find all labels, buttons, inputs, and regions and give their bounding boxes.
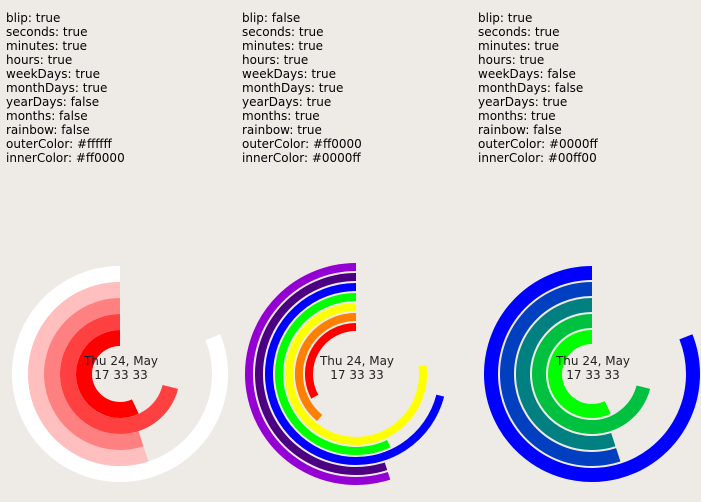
property-row: hours: true — [478, 53, 545, 67]
property-row: hours: true — [242, 53, 309, 67]
clock-time: 17 33 33 — [566, 368, 620, 382]
clock-readout: Thu 24, May 17 33 33 — [543, 354, 643, 382]
clock-time: 17 33 33 — [94, 368, 148, 382]
property-row: innerColor: #0000ff — [242, 151, 361, 165]
property-row: months: true — [242, 109, 320, 123]
property-row: rainbow: true — [242, 123, 322, 137]
property-row: seconds: true — [242, 25, 324, 39]
ring-yearDays — [548, 330, 611, 418]
arc-clock — [12, 266, 228, 482]
property-row: outerColor: #0000ff — [478, 137, 598, 151]
clock-time: 17 33 33 — [330, 368, 384, 382]
property-row: outerColor: #ff0000 — [242, 137, 362, 151]
ring-minutes — [255, 273, 388, 475]
arc-clock — [484, 266, 700, 482]
property-row: innerColor: #00ff00 — [478, 151, 597, 165]
property-row: innerColor: #ff0000 — [6, 151, 125, 165]
property-list: blip: true seconds: true minutes: true h… — [6, 11, 125, 165]
property-row: blip: true — [6, 11, 61, 25]
property-row: months: true — [478, 109, 556, 123]
property-row: months: false — [6, 109, 88, 123]
property-row: minutes: true — [242, 39, 324, 53]
ring-seconds — [500, 282, 621, 466]
ring-yearDays — [295, 313, 357, 421]
arc-clock — [245, 263, 445, 485]
ring-seconds — [28, 282, 149, 466]
ring-minutes — [44, 298, 144, 450]
property-row: rainbow: false — [6, 123, 90, 137]
ring-weekDays — [275, 293, 391, 455]
property-row: hours: true — [6, 53, 73, 67]
ring-weekDays — [76, 330, 139, 418]
clock-panel-3: blip: true seconds: true minutes: true h… — [472, 0, 701, 502]
property-row: weekDays: true — [242, 67, 336, 81]
clock-readout: Thu 24, May 17 33 33 — [307, 354, 407, 382]
property-row: outerColor: #ffffff — [6, 137, 112, 151]
property-row: weekDays: true — [6, 67, 100, 81]
property-list: blip: false seconds: true minutes: true … — [242, 11, 362, 165]
ring-minutes — [516, 298, 616, 450]
ring-hours — [532, 314, 651, 434]
property-row: blip: false — [242, 11, 301, 25]
property-row: yearDays: true — [478, 95, 568, 109]
clock-readout: Thu 24, May 17 33 33 — [71, 354, 171, 382]
ring-seconds — [245, 263, 391, 485]
clock-panel-2: blip: false seconds: true minutes: true … — [236, 0, 472, 502]
property-row: seconds: true — [6, 25, 88, 39]
property-row: monthDays: false — [478, 81, 584, 95]
property-row: rainbow: false — [478, 123, 562, 137]
property-row: monthDays: true — [242, 81, 344, 95]
property-list: blip: true seconds: true minutes: true h… — [478, 11, 598, 165]
ring-hours — [265, 283, 445, 465]
property-row: monthDays: true — [6, 81, 108, 95]
property-row: minutes: true — [478, 39, 560, 53]
property-row: minutes: true — [6, 39, 88, 53]
clock-date: Thu 24, May — [83, 354, 159, 368]
property-row: blip: true — [478, 11, 533, 25]
property-row: yearDays: true — [242, 95, 332, 109]
clock-panel-1: blip: true seconds: true minutes: true h… — [0, 0, 236, 502]
clock-date: Thu 24, May — [555, 354, 631, 368]
ring-hours — [60, 314, 179, 434]
ring-monthDays — [285, 303, 427, 445]
ring-blip — [12, 266, 228, 482]
ring-months — [305, 323, 357, 399]
property-row: seconds: true — [478, 25, 560, 39]
clock-date: Thu 24, May — [319, 354, 395, 368]
property-row: weekDays: false — [478, 67, 576, 81]
ring-blip — [484, 266, 700, 482]
property-row: yearDays: false — [6, 95, 100, 109]
